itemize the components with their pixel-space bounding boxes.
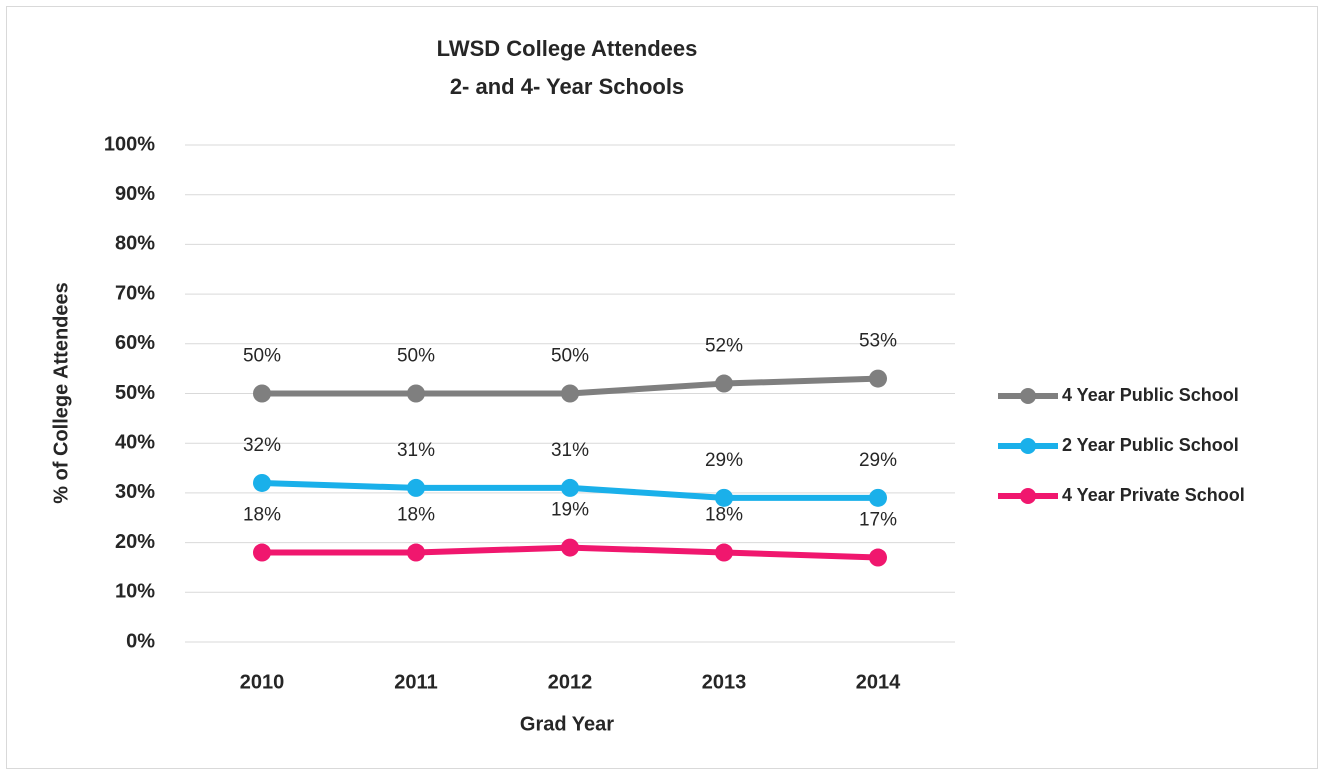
data-label: 52% [705, 336, 743, 357]
data-label: 18% [397, 505, 435, 526]
x-tick-label: 2011 [394, 671, 437, 693]
point-marker [407, 543, 425, 562]
data-label: 17% [859, 510, 897, 531]
point-marker [869, 548, 887, 567]
point-marker [869, 369, 887, 388]
point-marker [253, 384, 271, 403]
point-marker [715, 374, 733, 393]
data-label: 19% [551, 500, 589, 521]
data-label: 32% [243, 435, 281, 456]
legend-marker [1020, 438, 1036, 454]
y-tick-label: 20% [115, 531, 155, 553]
x-tick-label: 2014 [856, 671, 901, 693]
y-tick-label: 100% [104, 133, 155, 155]
data-label: 53% [859, 331, 897, 352]
data-label: 29% [859, 450, 897, 471]
point-marker [253, 473, 271, 492]
x-tick-label: 2010 [240, 671, 285, 693]
chart-title: LWSD College Attendees [437, 36, 698, 61]
data-label: 50% [397, 346, 435, 367]
point-marker [715, 543, 733, 562]
data-label: 31% [551, 440, 589, 461]
data-label: 18% [243, 505, 281, 526]
point-marker [561, 478, 579, 497]
legend-marker [1020, 388, 1036, 404]
y-tick-label: 0% [126, 630, 155, 652]
point-marker [561, 538, 579, 557]
point-marker [715, 488, 733, 507]
chart-subtitle: 2- and 4- Year Schools [450, 74, 684, 99]
point-marker [869, 488, 887, 507]
data-label: 18% [705, 505, 743, 526]
point-marker [407, 384, 425, 403]
data-label: 50% [551, 346, 589, 367]
point-marker [407, 478, 425, 497]
y-tick-label: 80% [115, 233, 155, 255]
legend-label: 4 Year Public School [1062, 385, 1239, 405]
y-tick-label: 10% [115, 581, 155, 603]
legend-marker [1020, 488, 1036, 504]
legend-label: 4 Year Private School [1062, 485, 1245, 505]
y-tick-label: 40% [115, 431, 155, 453]
data-label: 29% [705, 450, 743, 471]
data-label: 31% [397, 440, 435, 461]
point-marker [561, 384, 579, 403]
y-tick-label: 50% [115, 382, 155, 404]
point-marker [253, 543, 271, 562]
data-label: 50% [243, 346, 281, 367]
x-tick-label: 2012 [548, 671, 593, 693]
legend-label: 2 Year Public School [1062, 435, 1239, 455]
y-tick-label: 60% [115, 332, 155, 354]
y-tick-label: 90% [115, 183, 155, 205]
y-tick-label: 30% [115, 481, 155, 503]
y-axis-title: % of College Attendees [50, 282, 72, 504]
y-tick-label: 70% [115, 282, 155, 304]
x-tick-label: 2013 [702, 671, 747, 693]
x-axis-title: Grad Year [520, 713, 614, 735]
